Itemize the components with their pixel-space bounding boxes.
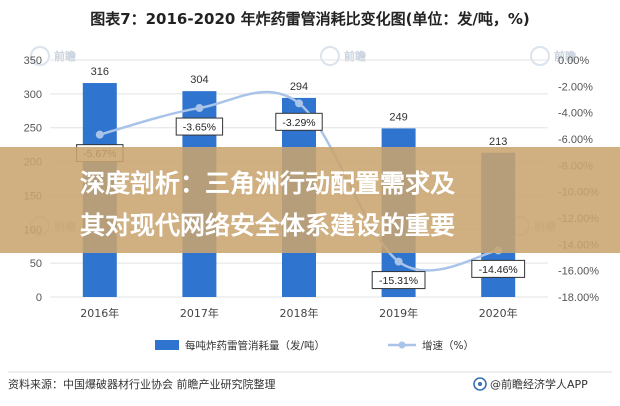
category-label: 2020年	[479, 306, 518, 320]
right-tick-label: -6.00%	[558, 134, 593, 146]
bar-value-label: 316	[91, 66, 109, 78]
brand-logo	[473, 377, 487, 391]
watermark-text: 前瞻	[554, 49, 576, 63]
growth-label-box	[371, 271, 426, 290]
watermark-text: 前瞻	[344, 49, 366, 63]
left-tick-label: 300	[24, 89, 42, 101]
growth-label-box	[471, 259, 526, 278]
bar-value-label: 294	[290, 81, 308, 93]
category-label: 2018年	[280, 306, 319, 320]
left-tick-label: 50	[30, 258, 42, 270]
watermark: 前瞻	[530, 46, 576, 66]
bar-value-label: 249	[389, 111, 407, 123]
growth-line-path	[99, 90, 499, 272]
watermark: 前瞻	[320, 46, 366, 66]
growth-label: -14.46%	[479, 264, 518, 276]
legend-bar-swatch	[155, 340, 179, 350]
bar-value-label: 304	[190, 74, 208, 86]
right-tick-label: -2.00%	[558, 81, 593, 93]
chart-title: 图表7：2016-2020 年炸药雷管消耗比变化图(单位：发/吨，%)	[90, 10, 530, 28]
right-tick-label: -16.00%	[558, 266, 599, 278]
brand-text: @前瞻经济学人APP	[490, 377, 588, 391]
legend-line-label: 增速（%）	[422, 339, 474, 352]
banner-line-1: 深度剖析：三角洲行动配置需求及	[80, 169, 455, 198]
bar-value-label: 213	[489, 136, 507, 148]
growth-point	[95, 130, 104, 139]
growth-point	[295, 99, 303, 108]
left-tick-label: 250	[24, 123, 42, 135]
category-label: 2019年	[379, 306, 418, 320]
category-label: 2017年	[180, 306, 219, 320]
growth-point	[195, 104, 204, 113]
growth-label: -3.65%	[183, 122, 216, 134]
growth-label-box	[275, 112, 323, 131]
right-tick-label: -4.00%	[558, 108, 593, 120]
banner-background	[0, 147, 620, 253]
banner-line-2: 其对现代网络安全体系建设的重要	[80, 211, 455, 240]
bar-labels: 316 304 294 249 213	[91, 66, 508, 148]
growth-label: -3.29%	[282, 117, 315, 129]
growth-label: -15.31%	[379, 275, 418, 287]
legend-line-marker	[398, 341, 406, 349]
growth-point	[394, 257, 403, 266]
watermark-text: 前瞻	[54, 49, 76, 63]
right-tick-label: -18.00%	[558, 292, 599, 304]
left-tick-label: 0	[36, 292, 42, 304]
banner: 深度剖析：三角洲行动配置需求及 其对现代网络安全体系建设的重要	[0, 147, 620, 253]
legend-bar-label: 每吨炸药雷管消耗量（发/吨）	[185, 339, 325, 352]
category-labels: 2016年 2017年 2018年 2019年 2020年	[80, 306, 517, 320]
legend: 每吨炸药雷管消耗量（发/吨） 增速（%）	[155, 339, 474, 352]
left-tick-label: 350	[24, 55, 42, 67]
right-tick-label: 0.00%	[558, 55, 589, 67]
growth-label-box	[175, 117, 224, 136]
source-text: 资料来源：中国爆破器材行业协会 前瞻产业研究院整理	[8, 377, 276, 391]
category-label: 2016年	[80, 306, 119, 320]
